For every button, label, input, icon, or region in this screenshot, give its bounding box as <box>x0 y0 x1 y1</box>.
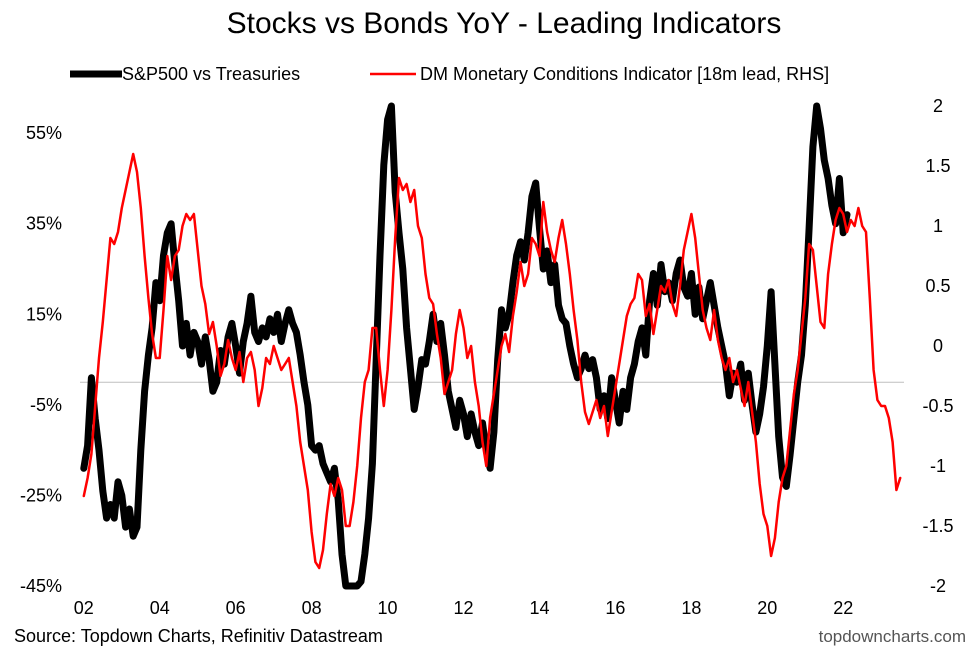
y-left-tick-label: 35% <box>26 214 62 234</box>
y-left-tick-label: 15% <box>26 304 62 324</box>
series-line-sp500-vs-treasuries <box>80 102 851 590</box>
chart-title: Stocks vs Bonds YoY - Leading Indicators <box>227 7 782 40</box>
y-right-tick-label: -2 <box>930 576 946 596</box>
x-axis: 02 04 06 08 10 12 14 16 18 20 22 <box>74 598 853 618</box>
source-note: Source: Topdown Charts, Refinitiv Datast… <box>14 626 383 646</box>
y-right-tick-label: 0.5 <box>925 276 950 296</box>
y-axis-right: -2 -1.5 -1 -0.5 0 0.5 1 1.5 2 <box>922 96 953 596</box>
x-tick-label: 18 <box>681 598 701 618</box>
y-right-tick-label: 1 <box>933 216 943 236</box>
x-tick-label: 10 <box>378 598 398 618</box>
y-axis-left: -45% -25% -5% 15% 35% 55% <box>20 123 62 596</box>
plot-area <box>80 102 902 590</box>
y-left-tick-label: -45% <box>20 576 62 596</box>
y-left-tick-label: 55% <box>26 123 62 143</box>
brand-watermark: topdowncharts.com <box>819 627 966 646</box>
y-right-tick-label: -0.5 <box>922 396 953 416</box>
y-right-tick-label: 2 <box>933 96 943 116</box>
legend: S&P500 vs Treasuries DM Monetary Conditi… <box>70 64 829 84</box>
legend-label-dm-mci: DM Monetary Conditions Indicator [18m le… <box>420 64 829 84</box>
x-tick-label: 12 <box>454 598 474 618</box>
legend-label-sp500: S&P500 vs Treasuries <box>122 64 300 84</box>
y-right-tick-label: 1.5 <box>925 156 950 176</box>
series-line-dm-monetary-conditions <box>82 152 902 570</box>
x-tick-label: 04 <box>150 598 170 618</box>
x-tick-label: 16 <box>605 598 625 618</box>
y-right-tick-label: 0 <box>933 336 943 356</box>
y-right-tick-label: -1.5 <box>922 516 953 536</box>
x-tick-label: 02 <box>74 598 94 618</box>
x-tick-label: 22 <box>833 598 853 618</box>
x-tick-label: 06 <box>226 598 246 618</box>
y-left-tick-label: -25% <box>20 485 62 505</box>
y-right-tick-label: -1 <box>930 456 946 476</box>
x-tick-label: 20 <box>757 598 777 618</box>
x-tick-label: 08 <box>302 598 322 618</box>
y-left-tick-label: -5% <box>30 395 62 415</box>
x-tick-label: 14 <box>529 598 549 618</box>
